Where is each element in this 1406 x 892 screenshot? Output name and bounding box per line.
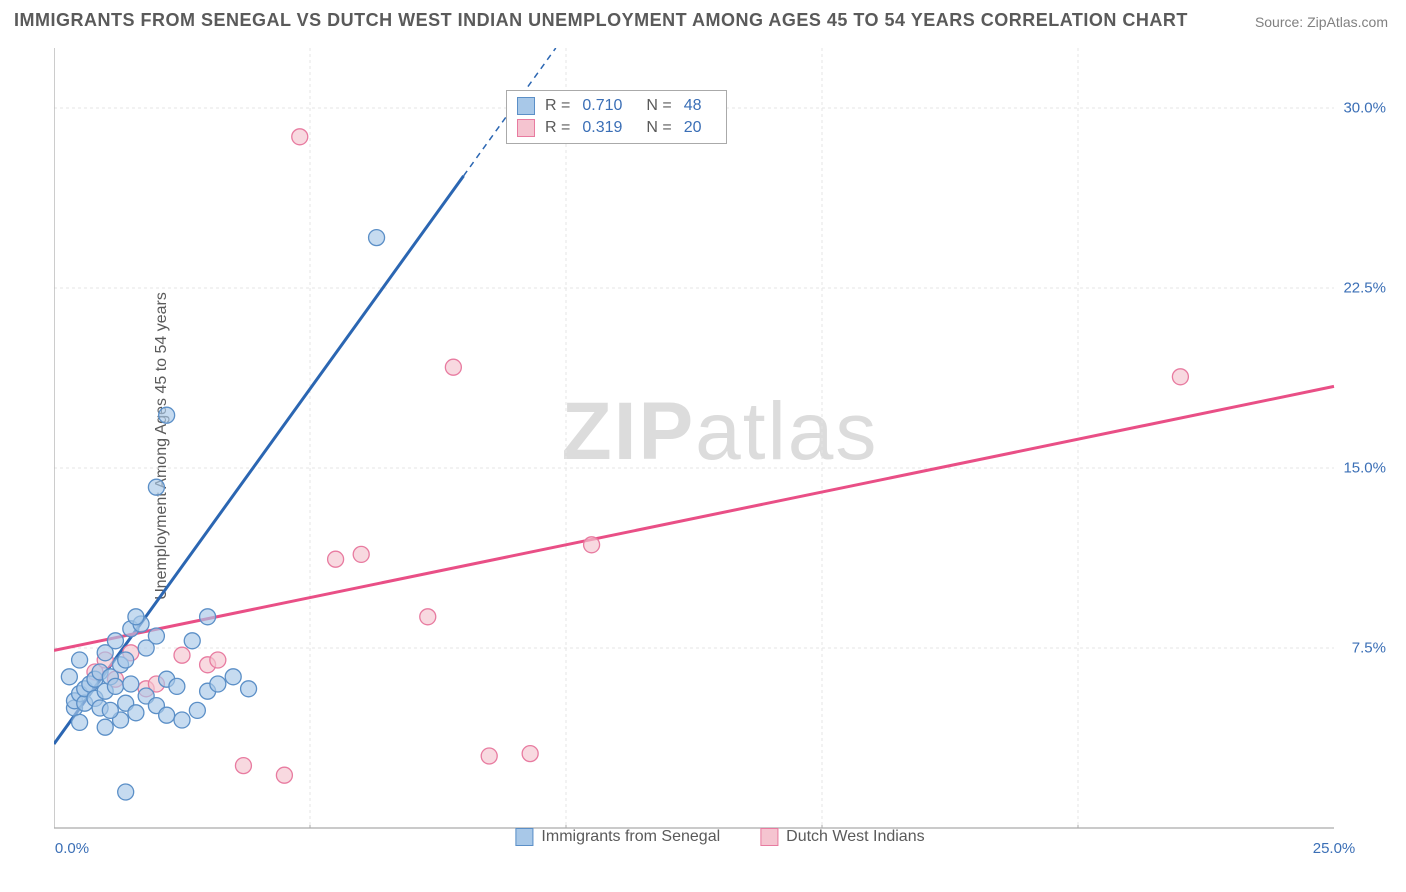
legend-swatch-pink (760, 828, 778, 846)
legend-stats-row-1: R = 0.710 N = 48 (517, 95, 716, 117)
r-label: R = (545, 119, 570, 137)
legend-label: Immigrants from Senegal (541, 828, 720, 846)
legend-item-dutch: Dutch West Indians (760, 828, 924, 846)
legend-swatch-blue (515, 828, 533, 846)
y-tick-label: 30.0% (1343, 100, 1386, 117)
chart-area: ZIPatlas R = 0.710 N = 48 R = 0.319 N = … (54, 48, 1386, 848)
legend-swatch-pink (517, 119, 535, 137)
legend-stats: R = 0.710 N = 48 R = 0.319 N = 20 (506, 90, 727, 144)
n-label: N = (646, 119, 671, 137)
chart-title: IMMIGRANTS FROM SENEGAL VS DUTCH WEST IN… (14, 10, 1188, 31)
x-tick-label: 25.0% (1313, 840, 1356, 857)
r-value: 0.319 (582, 119, 622, 137)
legend-series: Immigrants from Senegal Dutch West India… (515, 828, 924, 846)
scatter-plot (54, 48, 1386, 848)
r-value: 0.710 (582, 97, 622, 115)
legend-stats-row-2: R = 0.319 N = 20 (517, 117, 716, 139)
n-label: N = (646, 97, 671, 115)
y-tick-label: 7.5% (1352, 640, 1386, 657)
n-value: 48 (684, 97, 702, 115)
legend-swatch-blue (517, 97, 535, 115)
legend-item-senegal: Immigrants from Senegal (515, 828, 720, 846)
r-label: R = (545, 97, 570, 115)
legend-label: Dutch West Indians (786, 828, 924, 846)
n-value: 20 (684, 119, 702, 137)
source-attribution: Source: ZipAtlas.com (1255, 14, 1388, 30)
y-tick-label: 15.0% (1343, 460, 1386, 477)
x-tick-label: 0.0% (55, 840, 89, 857)
y-tick-label: 22.5% (1343, 280, 1386, 297)
